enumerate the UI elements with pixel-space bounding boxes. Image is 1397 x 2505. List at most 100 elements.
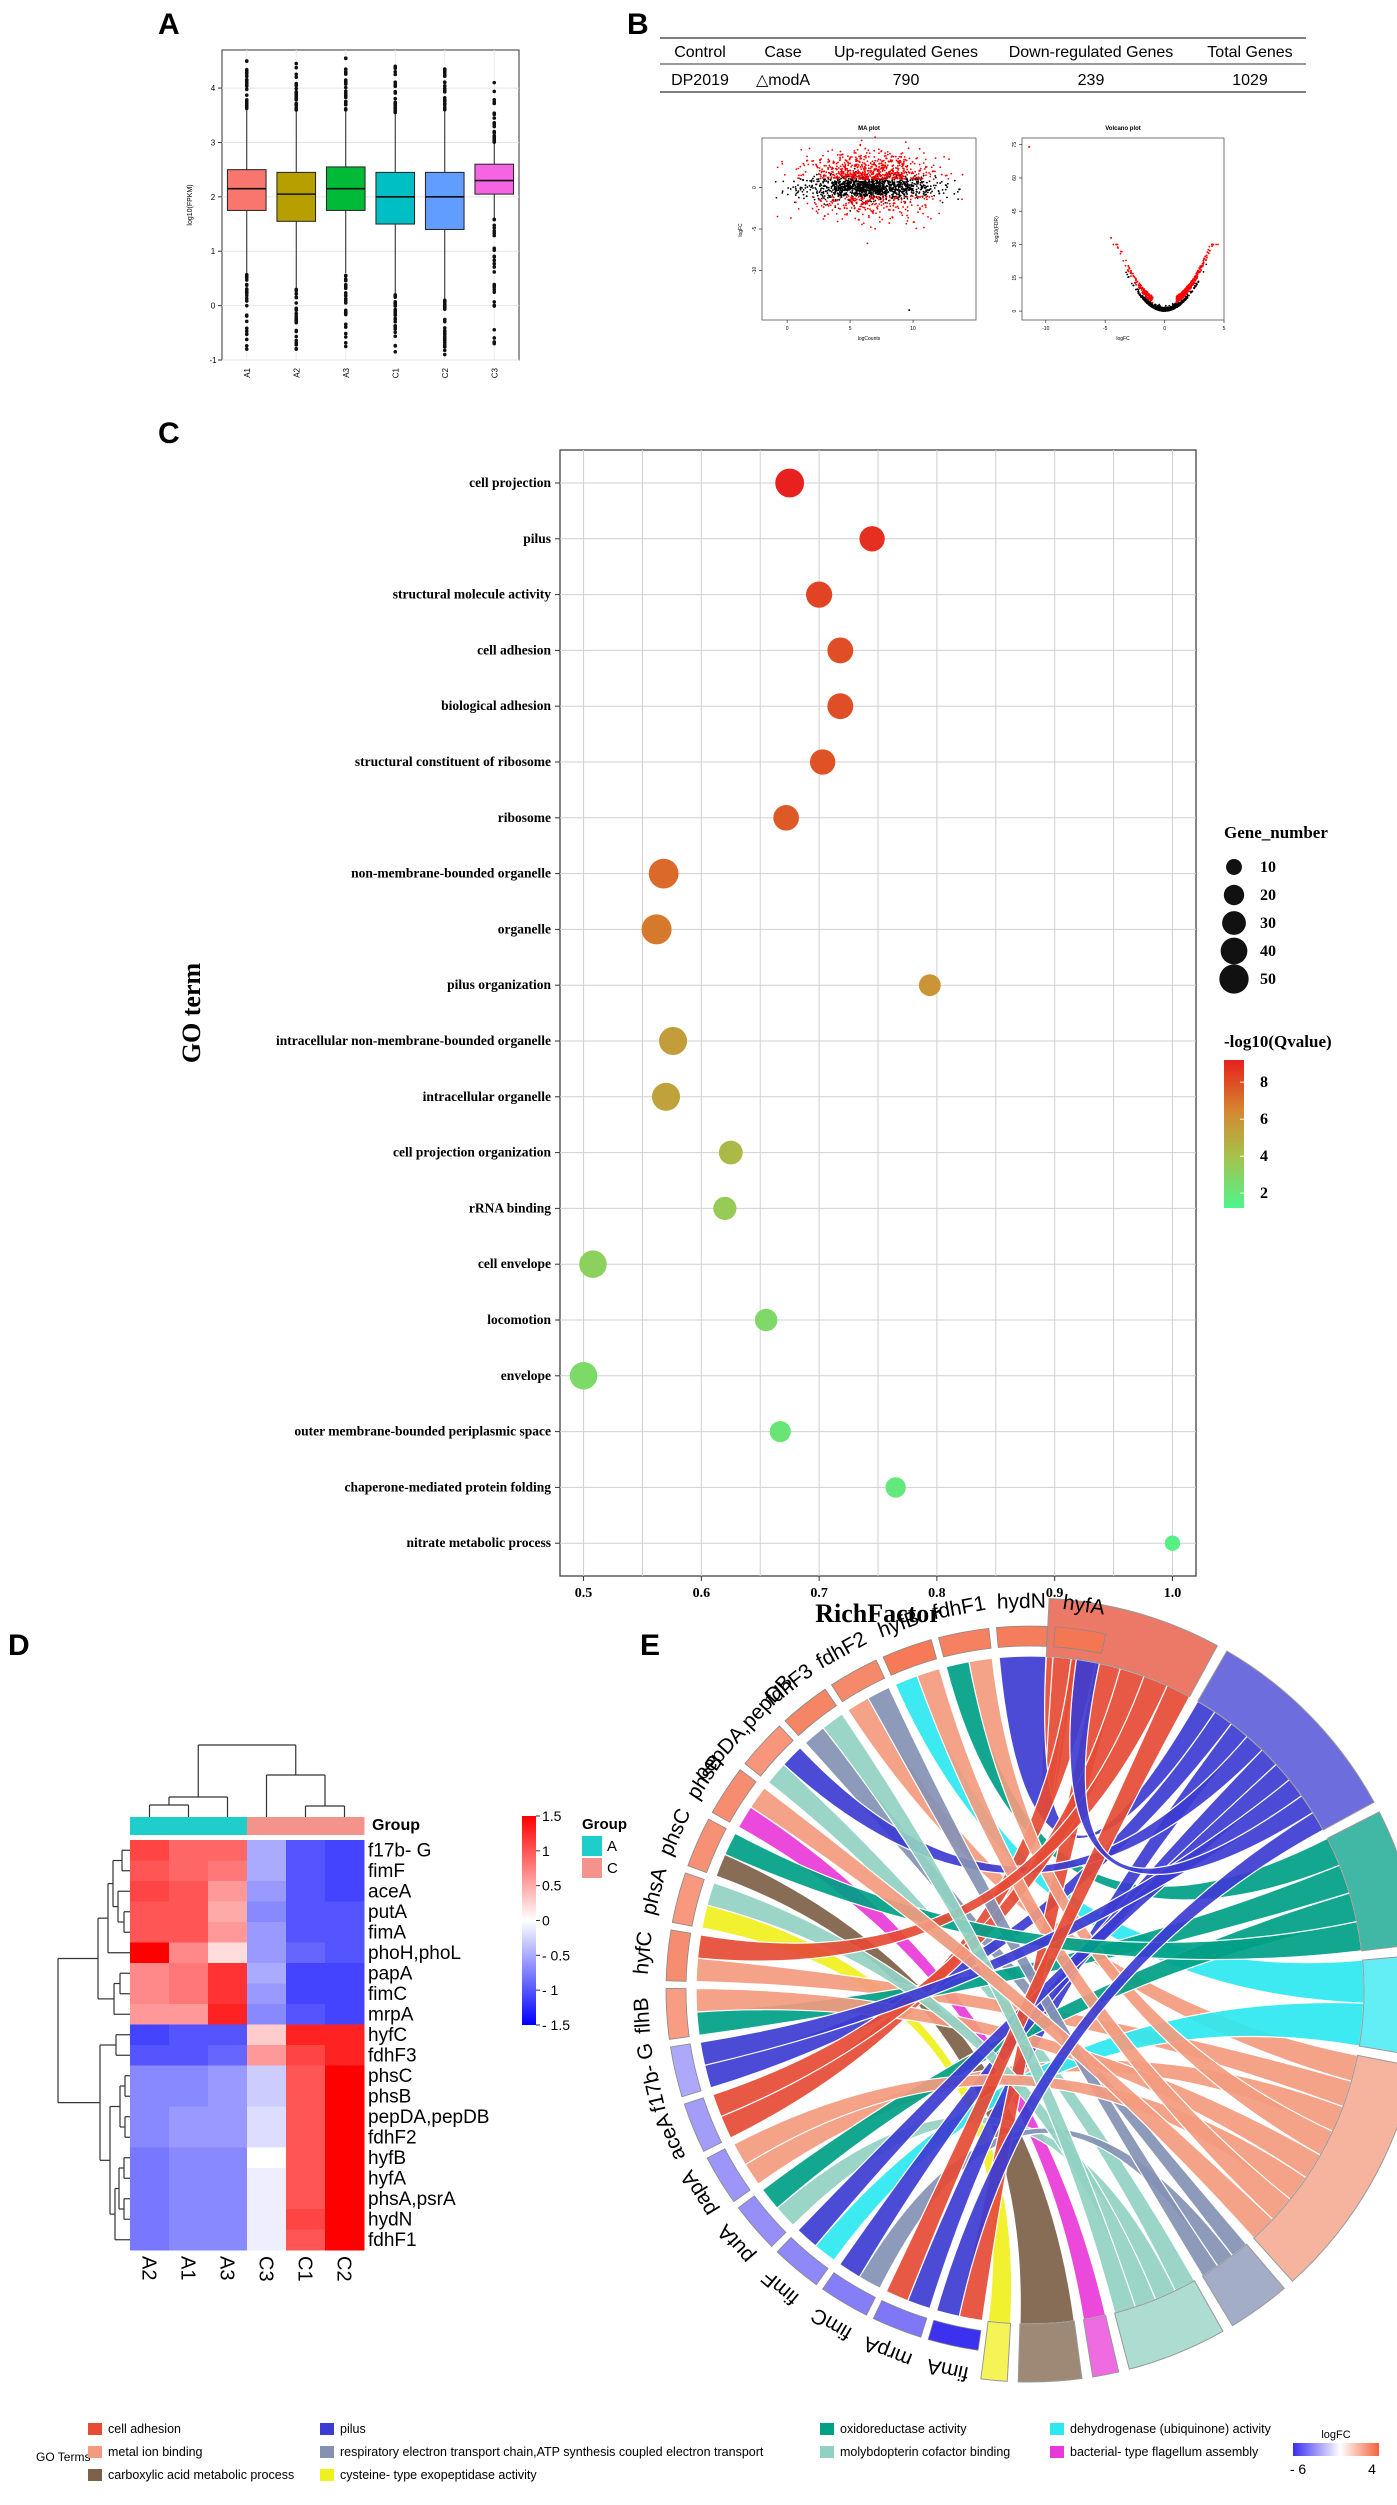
heatmap-cell xyxy=(130,2188,170,2210)
volcano-point-significant xyxy=(1183,294,1186,297)
ma-point-significant xyxy=(897,157,900,160)
heatmap-scale-label: 0 xyxy=(542,1913,550,1929)
boxplot-outlier xyxy=(294,103,299,108)
ma-point xyxy=(908,183,910,186)
ma-point-significant xyxy=(881,160,884,163)
ma-point-significant xyxy=(906,196,909,198)
ma-point xyxy=(819,189,822,192)
ma-point xyxy=(845,185,847,187)
boxplot-outlier xyxy=(393,334,398,339)
go-terms-legend-swatch xyxy=(1050,2423,1064,2435)
ma-point-significant xyxy=(860,205,863,208)
volcano-point xyxy=(1144,299,1147,302)
volcano-point-significant xyxy=(1196,271,1198,274)
heatmap-gene-label: fimF xyxy=(368,1861,405,1882)
heatmap-cell xyxy=(169,2086,209,2107)
heatmap-cell xyxy=(130,2168,170,2189)
volcano-point-significant xyxy=(1134,279,1137,281)
ma-point xyxy=(845,192,848,194)
ma-point-significant xyxy=(890,160,893,163)
ma-point-significant xyxy=(861,223,863,226)
ma-point-significant xyxy=(857,169,859,172)
volcano-point xyxy=(1154,306,1157,309)
volcano-point-significant xyxy=(1110,236,1113,239)
ma-point-significant xyxy=(903,200,905,203)
ma-point xyxy=(915,183,917,186)
volcano-point xyxy=(1173,307,1176,310)
ma-point-significant xyxy=(894,172,897,174)
heatmap-cell xyxy=(247,2004,287,2025)
ma-point-significant xyxy=(863,168,866,170)
ma-point-significant xyxy=(900,152,903,155)
ma-point xyxy=(875,191,877,194)
ma-point-significant xyxy=(851,202,854,204)
ma-point xyxy=(934,176,937,179)
boxplot-outlier xyxy=(294,107,299,112)
ma-point xyxy=(905,191,908,194)
heatmap-cell xyxy=(247,1860,287,1882)
ma-point xyxy=(906,184,909,187)
go-bubble xyxy=(754,1308,778,1332)
ma-point xyxy=(891,182,894,185)
ma-point-significant xyxy=(853,151,856,154)
ma-point-significant xyxy=(900,156,903,159)
ma-point xyxy=(869,192,872,195)
ma-point-significant xyxy=(859,144,862,147)
ma-point xyxy=(858,185,861,188)
ma-point xyxy=(852,187,855,190)
boxplot-y-tick-label: 0 xyxy=(211,302,216,311)
chord-gene-label: mrpA xyxy=(860,2332,915,2372)
ma-point-significant xyxy=(934,157,937,160)
ma-point xyxy=(854,186,857,189)
ma-point xyxy=(879,193,882,196)
ma-point xyxy=(871,183,874,186)
chord-term-arc xyxy=(1082,2314,1120,2378)
gene-number-legend-label: 50 xyxy=(1260,971,1276,988)
ma-point-significant xyxy=(930,217,932,220)
ma-point-significant xyxy=(776,166,779,169)
volcano-point xyxy=(1179,303,1182,306)
chord-term-arc xyxy=(1252,2054,1397,2282)
heatmap-gene-label: papA xyxy=(368,1964,413,1985)
ma-point xyxy=(931,190,933,193)
boxplot-outlier xyxy=(492,287,497,292)
ma-point xyxy=(891,181,894,183)
boxplot-outlier xyxy=(294,75,299,80)
ma-x-tick-label: 0 xyxy=(786,326,789,332)
group-legend-title: Group xyxy=(582,1816,627,1833)
ma-point xyxy=(901,180,904,183)
boxplot-outlier xyxy=(294,95,299,99)
qvalue-colorbar xyxy=(1224,1060,1244,1208)
ma-point xyxy=(891,193,893,196)
ma-point-significant xyxy=(919,167,922,170)
ma-point-significant xyxy=(908,309,911,312)
boxplot-outlier xyxy=(492,217,497,222)
ma-point-significant xyxy=(847,155,849,158)
ma-point-significant xyxy=(944,174,947,177)
ma-point-significant xyxy=(854,156,857,159)
heatmap-cell xyxy=(208,2086,248,2107)
ma-point-significant xyxy=(891,155,893,157)
logfc-colorbar xyxy=(1293,2443,1379,2456)
ma-point-significant xyxy=(924,166,927,168)
ma-point xyxy=(831,189,834,192)
ma-point xyxy=(825,180,828,182)
ma-point-significant xyxy=(876,160,879,162)
volcano-point xyxy=(1148,302,1151,305)
ma-point-significant xyxy=(836,153,839,156)
boxplot-box-A3 xyxy=(325,56,366,349)
ma-point xyxy=(873,184,876,187)
ma-point-significant xyxy=(884,174,887,176)
ma-point-significant xyxy=(867,169,870,172)
heatmap-cell xyxy=(247,2106,287,2128)
ma-point-significant xyxy=(872,175,875,178)
chord-ribbons xyxy=(695,1655,1365,2325)
qvalue-legend-label: 8 xyxy=(1260,1074,1268,1091)
volcano-point-significant xyxy=(1112,243,1115,246)
volcano-point xyxy=(1161,306,1164,309)
ma-point-significant xyxy=(831,149,834,151)
volcano-point-significant xyxy=(1124,264,1127,267)
heatmap-column-labels: A2 A1 A3 C3 C1 C2 xyxy=(138,2256,355,2282)
go-x-ticks: 0.5 0.6 0.7 0.8 0.9 1.0 xyxy=(575,1576,1181,1601)
